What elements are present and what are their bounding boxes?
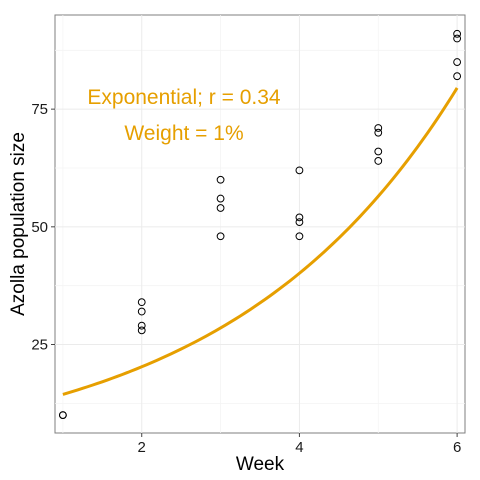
x-tick-label: 6: [453, 439, 461, 456]
data-point: [295, 232, 304, 241]
y-axis-title: Azolla population size: [8, 132, 29, 316]
data-point: [137, 307, 146, 316]
major-gridlines: [55, 15, 465, 433]
data-point: [295, 218, 304, 227]
annotation-weight: Weight = 1%: [124, 122, 243, 145]
data-point: [216, 204, 225, 212]
y-axis-tick-labels: 25 50 75: [31, 101, 48, 353]
x-tick-label: 4: [295, 439, 303, 456]
data-point: [295, 213, 304, 222]
data-point: [58, 411, 67, 420]
annotation-model: Exponential; r = 0.34: [87, 86, 281, 109]
x-axis-tick-labels: 2 4 6: [138, 439, 462, 456]
plot-panel: [54, 14, 466, 434]
y-tick-label: 50: [31, 219, 48, 236]
data-point: [453, 58, 462, 66]
data-point: [137, 321, 146, 330]
data-point: [216, 232, 225, 241]
minor-gridlines: [55, 15, 465, 433]
data-point: [137, 326, 146, 335]
data-point: [137, 298, 146, 307]
data-point: [453, 72, 462, 81]
data-point: [216, 194, 225, 203]
data-point: [295, 166, 304, 175]
data-point: [374, 157, 383, 165]
data-point: [374, 124, 383, 132]
data-point: [216, 175, 225, 184]
y-tick-label: 25: [31, 337, 48, 354]
x-axis-title: Week: [236, 454, 285, 475]
y-tick-label: 75: [31, 101, 48, 118]
data-point: [453, 29, 462, 38]
data-points: [58, 29, 462, 420]
exponential-fit-curve: [62, 87, 459, 396]
data-point: [453, 34, 462, 43]
data-point: [374, 128, 383, 137]
axis-ticks: [51, 108, 458, 437]
data-point: [374, 147, 383, 156]
x-tick-label: 2: [138, 439, 146, 456]
